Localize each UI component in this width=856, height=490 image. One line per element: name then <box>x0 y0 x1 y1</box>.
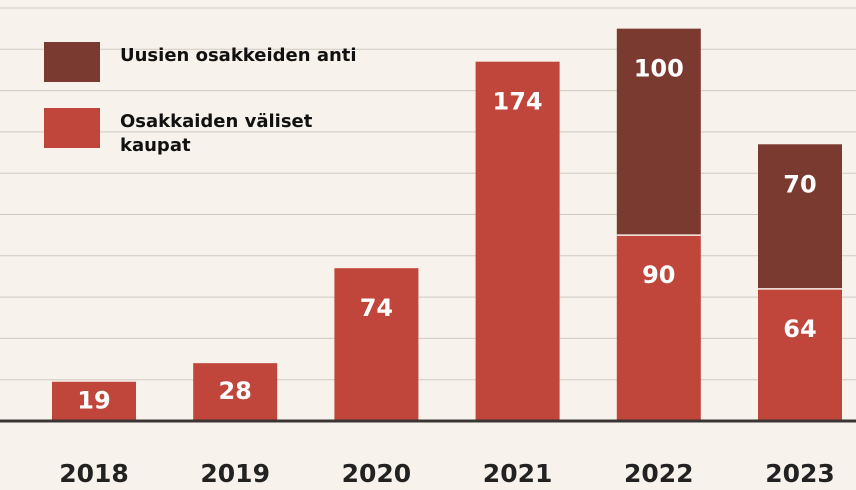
legend-swatch <box>44 42 100 82</box>
legend-item: Uusien osakkeiden anti <box>44 42 370 82</box>
legend-label: Uusien osakkeiden anti <box>120 45 357 66</box>
bar-segment <box>758 288 842 421</box>
value-label: 90 <box>642 261 675 289</box>
bar-segment <box>193 363 278 421</box>
x-tick-label: 2021 <box>483 459 553 488</box>
legend-swatch <box>44 108 100 148</box>
bar-segment <box>52 381 136 421</box>
bar-segment <box>616 28 701 236</box>
bar-segment <box>616 235 701 421</box>
x-tick-label: 2020 <box>342 459 412 488</box>
x-tick-label: 2018 <box>59 459 129 488</box>
value-label: 64 <box>783 315 816 343</box>
bar-segment <box>334 268 419 421</box>
x-tick-label: 2023 <box>765 459 835 488</box>
value-label: 70 <box>783 170 816 198</box>
value-label: 174 <box>493 88 543 116</box>
x-tick-label: 2022 <box>624 459 694 488</box>
x-tick-label: 2019 <box>200 459 270 488</box>
legend-item: Osakkaiden väliset kaupat <box>44 108 370 158</box>
value-label: 19 <box>77 386 110 414</box>
value-label: 100 <box>634 55 684 83</box>
value-label: 74 <box>360 294 393 322</box>
legend-label: Osakkaiden väliset kaupat <box>120 111 313 156</box>
bar-segment <box>758 144 842 289</box>
bar-segment <box>475 61 560 421</box>
value-label: 28 <box>218 377 251 405</box>
